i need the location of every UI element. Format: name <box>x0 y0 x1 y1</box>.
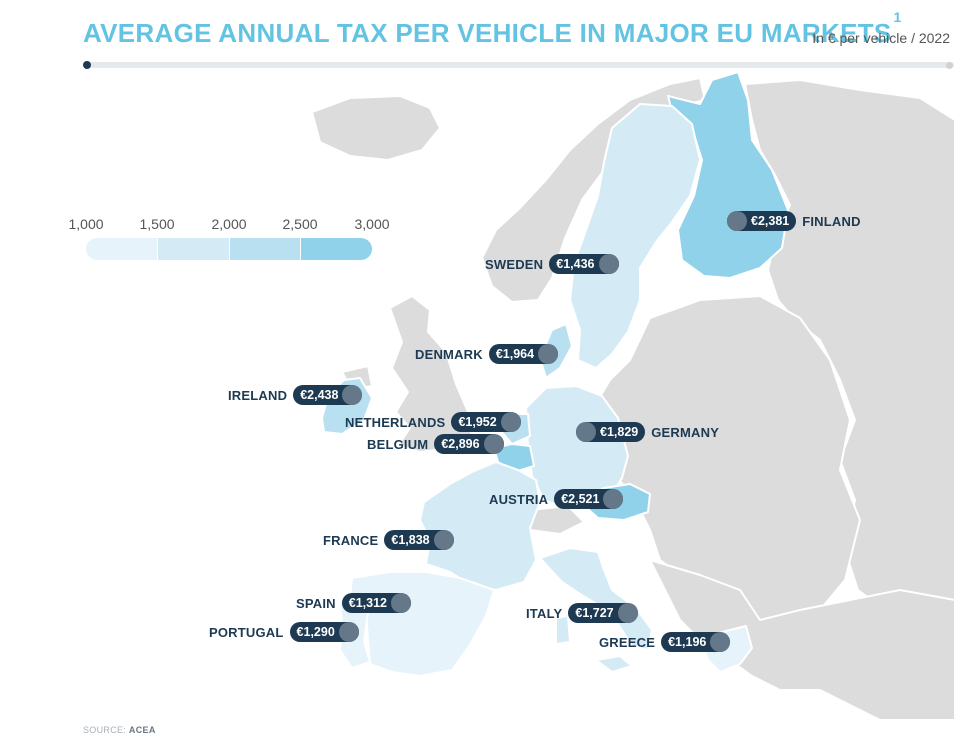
region-spain <box>349 571 495 677</box>
label-belgium: BELGIUM €2,896 <box>367 434 504 454</box>
value-text: €1,436 <box>556 257 595 271</box>
footnote-mark: 1 <box>893 9 902 26</box>
legend-bar <box>86 238 372 260</box>
label-germany: €1,829 GERMANY <box>576 422 719 442</box>
value-pill: €1,290 <box>289 622 359 642</box>
pill-knob <box>342 385 363 405</box>
legend-tick: 2,500 <box>282 216 318 232</box>
pill-knob <box>603 489 624 509</box>
label-italy: ITALY €1,727 <box>526 603 638 623</box>
pill-knob <box>576 422 596 442</box>
label-ireland: IRELAND €2,438 <box>228 385 363 405</box>
region-italy <box>539 547 653 651</box>
region-sardinia <box>555 615 571 645</box>
legend-swatch <box>86 238 158 260</box>
country-name: NETHERLANDS <box>345 414 446 430</box>
pill-knob <box>483 434 504 454</box>
chart-title: AVERAGE ANNUAL TAX PER VEHICLE IN MAJOR … <box>83 9 902 48</box>
value-pill: €1,196 <box>661 632 731 652</box>
value-text: €1,838 <box>391 533 430 547</box>
land-iceland <box>311 95 441 161</box>
country-name: GREECE <box>599 634 656 650</box>
label-spain: SPAIN €1,312 <box>296 593 411 613</box>
value-pill: €2,381 <box>727 211 797 231</box>
region-france <box>419 461 541 591</box>
value-pill: €1,436 <box>549 254 619 274</box>
label-netherlands: NETHERLANDS €1,952 <box>345 412 521 432</box>
country-name: GERMANY <box>651 424 720 440</box>
value-pill: €1,312 <box>341 593 411 613</box>
value-pill: €1,838 <box>384 530 454 550</box>
value-text: €1,196 <box>668 635 707 649</box>
country-name: SPAIN <box>296 595 336 611</box>
value-text: €1,727 <box>575 606 614 620</box>
value-pill: €1,964 <box>488 344 559 364</box>
pill-knob <box>338 622 359 642</box>
value-text: €2,521 <box>561 492 600 506</box>
country-name: DENMARK <box>415 346 483 362</box>
value-text: €2,381 <box>751 214 790 228</box>
value-text: €1,829 <box>600 425 639 439</box>
value-pill: €1,829 <box>576 422 646 442</box>
value-text: €2,896 <box>441 437 480 451</box>
label-france: FRANCE €1,838 <box>323 530 454 550</box>
country-name: PORTUGAL <box>209 624 284 640</box>
region-sicily <box>595 655 633 673</box>
pill-knob <box>500 412 521 432</box>
rule-start-dot <box>83 61 91 69</box>
label-finland: €2,381 FINLAND <box>727 211 861 231</box>
label-greece: GREECE €1,196 <box>599 632 731 652</box>
land-switzerland <box>529 505 585 535</box>
country-name: BELGIUM <box>367 436 429 452</box>
country-name: IRELAND <box>228 387 288 403</box>
label-denmark: DENMARK €1,964 <box>415 344 559 364</box>
pill-knob <box>710 632 731 652</box>
label-sweden: SWEDEN €1,436 <box>485 254 619 274</box>
value-pill: €2,521 <box>554 489 624 509</box>
value-pill: €1,952 <box>451 412 521 432</box>
country-name: ITALY <box>526 605 563 621</box>
country-name: AUSTRIA <box>489 491 549 507</box>
pill-knob <box>433 530 454 550</box>
legend-swatch <box>157 238 230 260</box>
legend-swatch <box>229 238 302 260</box>
value-text: €1,964 <box>495 347 535 361</box>
pill-knob <box>538 344 559 364</box>
label-austria: AUSTRIA €2,521 <box>489 489 624 509</box>
color-legend: 1,000 1,500 2,000 2,500 3,000 <box>68 216 390 266</box>
unit-label: In € per vehicle / 2022 <box>812 30 950 46</box>
legend-tick: 1,000 <box>68 216 104 232</box>
legend-tick: 3,000 <box>354 216 390 232</box>
value-pill: €2,896 <box>434 434 504 454</box>
legend-tick: 1,500 <box>139 216 175 232</box>
legend-tick: 2,000 <box>211 216 247 232</box>
value-text: €1,952 <box>458 415 497 429</box>
value-pill: €2,438 <box>293 385 363 405</box>
region-sweden <box>569 103 701 369</box>
legend-swatch <box>301 238 372 260</box>
pill-knob <box>617 603 638 623</box>
value-text: €2,438 <box>300 388 339 402</box>
pill-knob <box>391 593 411 613</box>
value-text: €1,312 <box>348 596 387 610</box>
value-text: €1,290 <box>296 625 335 639</box>
label-portugal: PORTUGAL €1,290 <box>209 622 359 642</box>
pill-knob <box>598 254 619 274</box>
title-rule <box>86 62 954 68</box>
pill-knob <box>727 211 747 231</box>
country-name: FRANCE <box>323 532 379 548</box>
country-name: SWEDEN <box>485 256 544 272</box>
value-pill: €1,727 <box>568 603 638 623</box>
rule-end-dot <box>946 62 953 69</box>
country-name: FINLAND <box>802 213 861 229</box>
europe-map <box>311 71 956 720</box>
source-note: SOURCE: ACEA <box>83 725 156 735</box>
